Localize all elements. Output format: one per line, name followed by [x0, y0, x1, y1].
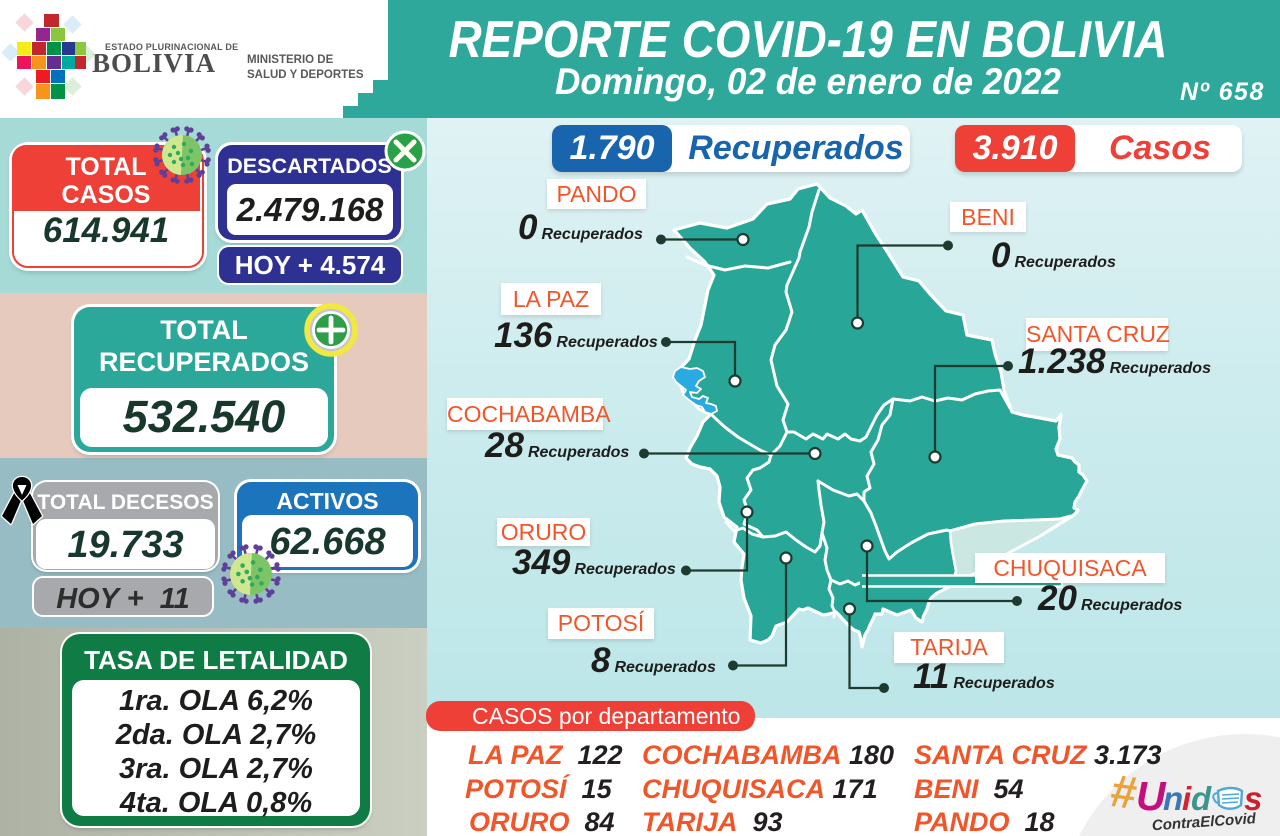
svg-text:s: s [1244, 780, 1262, 817]
svg-text:d: d [1191, 780, 1212, 817]
svg-text:U: U [1136, 773, 1167, 819]
svg-text:i: i [1182, 780, 1192, 817]
svg-text:n: n [1163, 780, 1183, 817]
